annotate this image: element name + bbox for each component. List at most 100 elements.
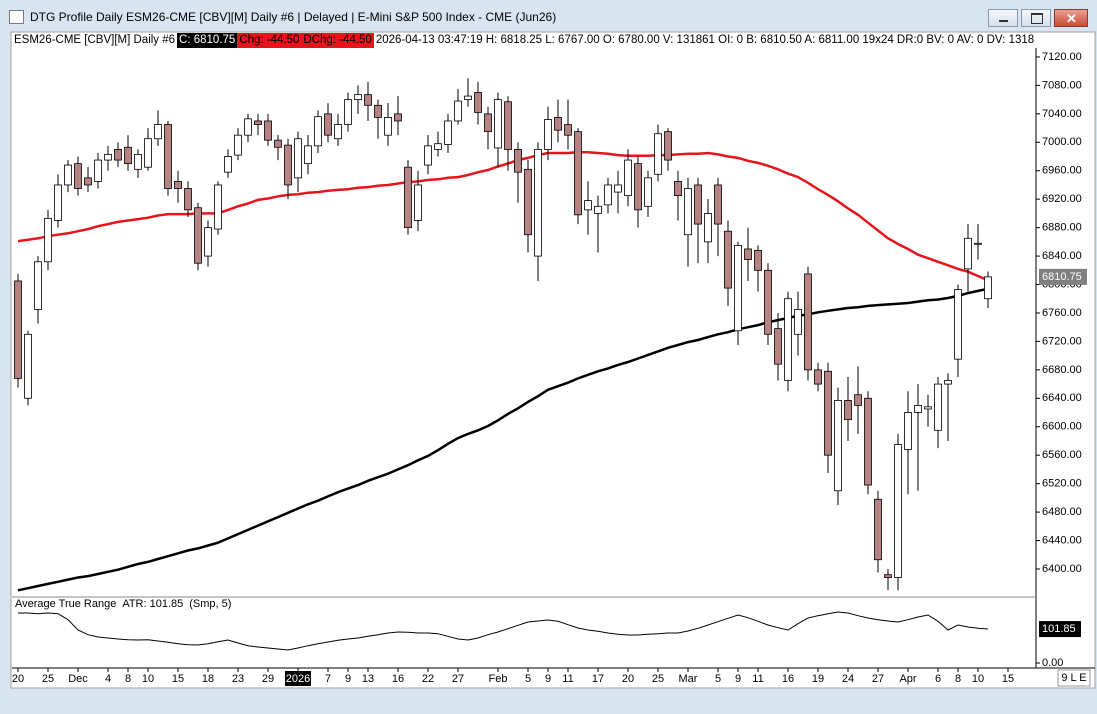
candle-body [804, 273, 812, 371]
candle-body [574, 131, 582, 216]
x-tick-label: 15 [172, 673, 184, 685]
x-tick-label: 9 [345, 673, 351, 685]
y-tick-label: 7080.00 [1042, 79, 1082, 91]
y-tick-label: 6600.00 [1042, 421, 1082, 433]
x-tick-label: 7 [325, 673, 331, 685]
status-box[interactable] [1057, 669, 1091, 687]
candle-body [704, 213, 712, 243]
candle-body [84, 177, 92, 186]
last-price-label: 6810.75 [1042, 271, 1082, 283]
candle-body [304, 145, 312, 165]
last-value-label: 101.85 [1042, 623, 1076, 635]
x-tick-label: 25 [42, 673, 54, 685]
x-tick-label: 27 [872, 673, 884, 685]
candle-body [24, 333, 32, 399]
candle-body [944, 380, 952, 385]
y-tick-label: 6960.00 [1042, 165, 1082, 177]
candle-body [834, 400, 842, 492]
x-tick-label: 4 [105, 673, 111, 685]
candle-body [174, 181, 182, 189]
x-tick-label: 5 [715, 673, 721, 685]
candle-body [674, 181, 682, 197]
x-tick-label: 15 [1002, 673, 1014, 685]
y-tick-label: 6760.00 [1042, 307, 1082, 319]
x-tick-label: 8 [955, 673, 961, 685]
candle-body [844, 400, 852, 421]
x-tick-label: Feb [489, 673, 508, 685]
y-tick-label: 7120.00 [1042, 51, 1082, 63]
close-button[interactable]: ✕ [1054, 9, 1088, 27]
candle-body [754, 249, 762, 271]
candle-body [634, 163, 642, 211]
x-tick-label: 17 [592, 673, 604, 685]
x-tick-label: Apr [899, 673, 916, 685]
candle-body [134, 153, 142, 170]
candle-body [234, 134, 242, 156]
close-info: C: 6810.75 [177, 33, 238, 48]
change-info: Chg: -44.50 [237, 33, 302, 48]
x-tick-label: 9 [545, 673, 551, 685]
candle-body [884, 574, 892, 578]
y-tick-label: 7040.00 [1042, 108, 1082, 120]
candle-body [784, 298, 792, 381]
info-bar: ESM26-CME [CBV][M] Daily #6 C: 6810.75 C… [12, 33, 1034, 48]
x-tick-label: 23 [232, 673, 244, 685]
candle-body [74, 163, 82, 189]
candle-body [654, 133, 662, 175]
x-tick-label: 16 [392, 673, 404, 685]
x-tick-label: 19 [812, 673, 824, 685]
candle-body [974, 242, 982, 245]
candle-body [694, 184, 702, 225]
atr-value: ATR: 101.85 [122, 598, 183, 610]
x-tick-label: 20 [622, 673, 634, 685]
candle-body [624, 159, 632, 197]
candle-body [494, 99, 502, 149]
candle-body [14, 280, 22, 379]
year-marker [285, 671, 311, 686]
candle-body [434, 143, 442, 150]
candle-body [724, 230, 732, 289]
x-tick-label: 25 [652, 673, 664, 685]
candle-body [544, 119, 552, 150]
y-tick-label: 6440.00 [1042, 534, 1082, 546]
candle-body [894, 444, 902, 578]
candle-body [294, 138, 302, 179]
candle-body [444, 120, 452, 145]
candle-body [204, 227, 212, 257]
candle-body [924, 406, 932, 410]
candle-body [734, 245, 742, 332]
day-change-info: DChg: -44.50 [301, 33, 374, 48]
x-tick-label: 16 [782, 673, 794, 685]
candle-body [594, 205, 602, 214]
candle-body [454, 100, 462, 122]
candle-body [224, 156, 232, 173]
candle-body [504, 101, 512, 150]
y-tick-label: 7000.00 [1042, 136, 1082, 148]
candle-body [984, 276, 992, 300]
candle-body [364, 94, 372, 106]
last-price-box [1039, 268, 1087, 285]
candle-body [284, 144, 292, 186]
minimize-button[interactable] [988, 9, 1018, 27]
indicator-line [17, 150, 989, 282]
x-tick-label: 11 [562, 673, 573, 685]
candle-body [914, 405, 922, 413]
x-tick-label: 10 [142, 673, 154, 685]
atr-params: (Smp, 5) [189, 598, 231, 610]
y-tick-label: 6880.00 [1042, 222, 1082, 234]
x-tick-label: 29 [262, 673, 274, 685]
atr-name: Average True Range [15, 598, 116, 610]
candle-body [274, 139, 282, 148]
candle-body [684, 188, 692, 236]
maximize-button[interactable] [1021, 9, 1051, 27]
candle-body [424, 145, 432, 166]
details-info: 2026-04-13 03:47:19 H: 6818.25 L: 6767.0… [375, 34, 1034, 46]
candle-body [244, 118, 252, 136]
candle-body [584, 200, 592, 211]
window-title: DTG Profile Daily ESM26-CME [CBV][M] Dai… [30, 10, 557, 24]
x-tick-label: 8 [125, 673, 131, 685]
y-tick-label: 6400.00 [1042, 563, 1082, 575]
candle-body [474, 92, 482, 113]
